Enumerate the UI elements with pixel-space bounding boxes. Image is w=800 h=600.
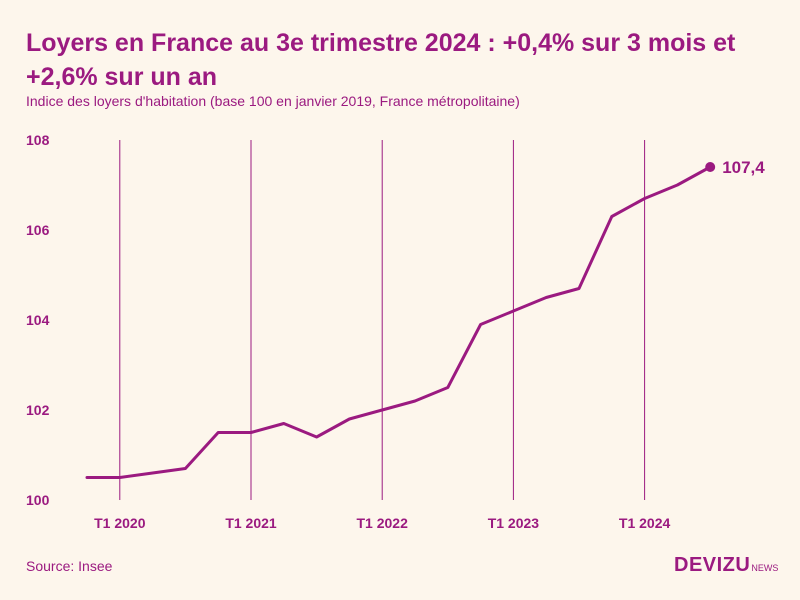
chart-gridlines — [119, 140, 646, 500]
end-point-marker — [705, 162, 716, 172]
page-title: Loyers en France au 3e trimestre 2024 : … — [26, 29, 736, 91]
logo-main-text: DEVIZU — [674, 554, 751, 576]
y-tick-label: 100 — [26, 492, 50, 508]
page-subtitle: Indice des loyers d'habitation (base 100… — [26, 93, 520, 109]
devizu-logo: DEVIZUNEWS — [674, 554, 778, 577]
x-tick-label: T1 2024 — [619, 515, 671, 531]
end-value-label: 107,4 — [722, 158, 765, 177]
source-note: Source: Insee — [26, 558, 113, 574]
y-axis: 100 102 104 106 108 — [26, 132, 50, 508]
y-tick-label: 102 — [26, 402, 50, 418]
y-tick-label: 108 — [26, 132, 50, 148]
x-tick-label: T1 2020 — [94, 515, 146, 531]
y-tick-label: 104 — [26, 312, 50, 328]
x-tick-label: T1 2021 — [225, 515, 277, 531]
x-tick-label: T1 2022 — [357, 515, 409, 531]
chart-series: 107,4 — [85, 158, 765, 479]
series-line — [85, 165, 712, 479]
logo-small-text: NEWS — [751, 563, 779, 573]
x-axis: T1 2020 T1 2021 T1 2022 T1 2023 T1 2024 — [94, 515, 670, 531]
x-tick-label: T1 2023 — [488, 515, 540, 531]
y-tick-label: 106 — [26, 222, 50, 238]
